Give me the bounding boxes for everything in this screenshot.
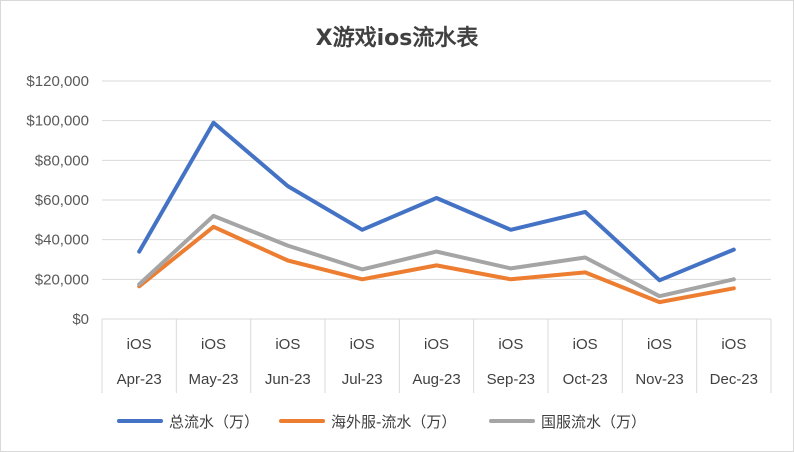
- x-group-label: iOS: [498, 336, 523, 353]
- x-category-label: Oct-23: [563, 371, 608, 388]
- x-category-label: Aug-23: [412, 371, 460, 388]
- legend-label: 国服流水（万）: [541, 413, 646, 431]
- y-tick-label: $40,000: [35, 232, 89, 249]
- x-category-label: Jul-23: [342, 371, 383, 388]
- legend-label: 海外服-流水（万）: [331, 413, 456, 431]
- series-lines: [137, 120, 736, 305]
- x-category-label: May-23: [188, 371, 238, 388]
- y-tick-label: $80,000: [35, 152, 89, 169]
- series-line-3: [137, 213, 736, 299]
- y-tick-label: $20,000: [35, 271, 89, 288]
- x-axis-categories: iOS Apr-23 iOS May-23 iOS Jun-23 iOS Jul-23 iOS A…: [101, 319, 772, 393]
- series-line-1: [137, 120, 736, 283]
- legend-label: 总流水（万）: [169, 413, 259, 431]
- x-group-label: iOS: [647, 336, 672, 353]
- x-category-label: Sep-23: [487, 371, 535, 388]
- x-group-label: iOS: [201, 336, 226, 353]
- x-category-label: Nov-23: [635, 371, 683, 388]
- gridlines: [102, 80, 771, 320]
- x-group-label: iOS: [127, 336, 152, 353]
- y-axis-ticks: $0 $20,000 $40,000 $60,000 $80,000 $100,000 $1…: [26, 73, 89, 328]
- y-tick-label: $120,000: [26, 73, 89, 90]
- y-tick-label: $100,000: [26, 113, 89, 130]
- x-category-label: Apr-23: [117, 371, 162, 388]
- x-category-label: Jun-23: [265, 371, 311, 388]
- y-tick-label: $0: [72, 311, 89, 328]
- x-group-label: iOS: [350, 336, 375, 353]
- x-group-label: iOS: [424, 336, 449, 353]
- x-group-label: iOS: [721, 336, 746, 353]
- legend: 总流水（万） 海外服-流水（万） 国服流水（万）: [117, 413, 646, 431]
- y-tick-label: $60,000: [35, 192, 89, 209]
- chart-title: X游戏ios流水表: [316, 25, 480, 51]
- x-category-label: Dec-23: [710, 371, 758, 388]
- x-group-label: iOS: [275, 336, 300, 353]
- x-group-label: iOS: [573, 336, 598, 353]
